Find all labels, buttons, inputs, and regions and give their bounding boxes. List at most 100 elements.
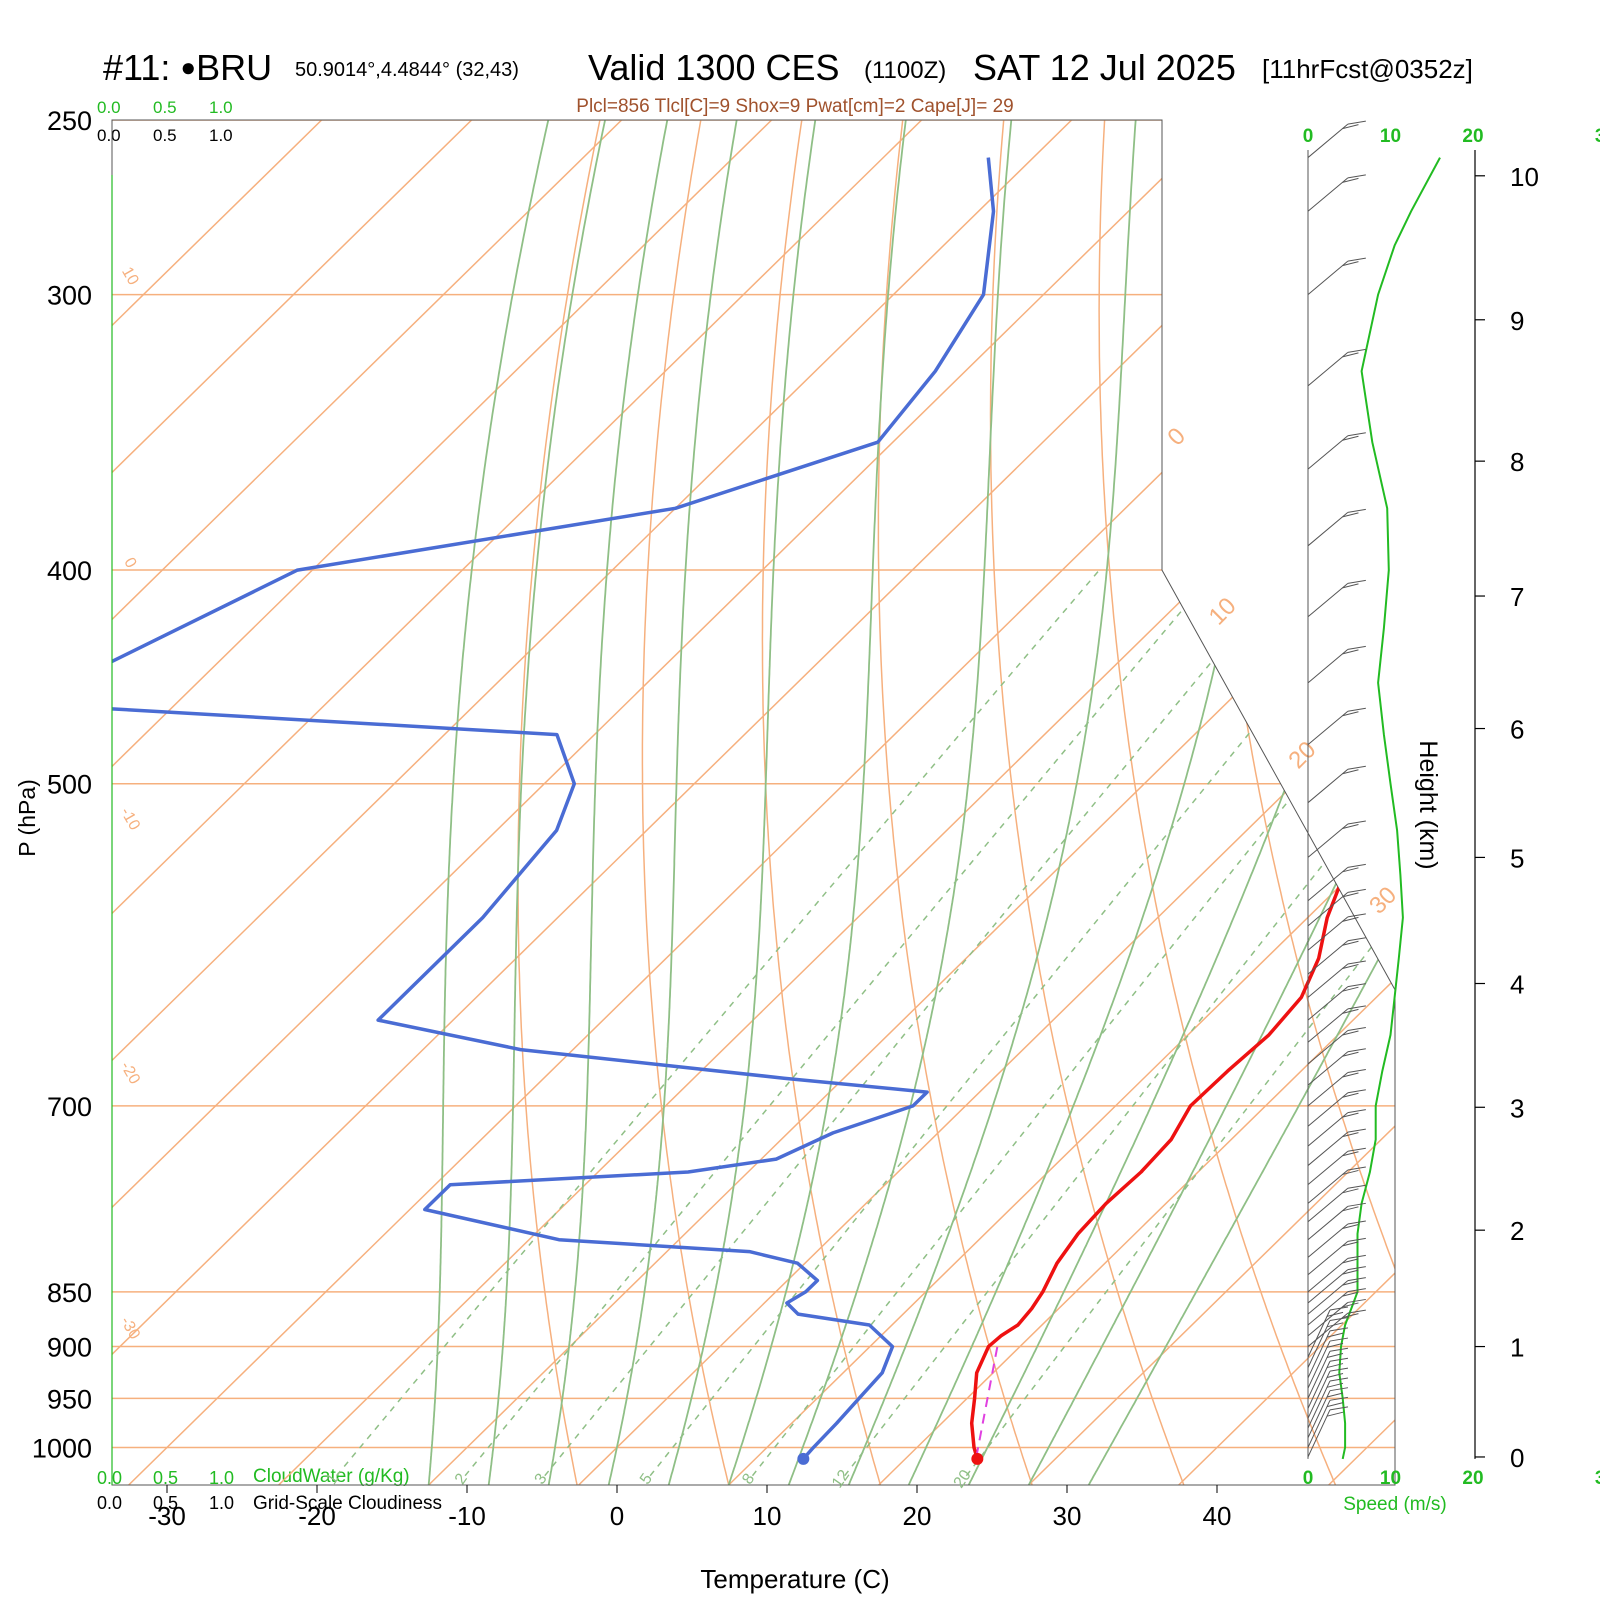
dry-adiabat-line — [641, 120, 730, 1485]
wind-barb-staff — [1307, 1350, 1331, 1399]
wind-barb-flag — [1342, 124, 1359, 130]
wind-barb — [1307, 1277, 1366, 1315]
wind-barb-flag — [1342, 916, 1359, 922]
bottom-legend-black-1: 0.5 — [153, 1493, 178, 1513]
wind-barb-staff — [1307, 512, 1349, 547]
dry-adiabat-line — [517, 120, 601, 1485]
wind-barb-flag — [1329, 1337, 1349, 1342]
height-tick-label: 3 — [1510, 1093, 1524, 1123]
temperature-tick-label: -20 — [298, 1501, 336, 1531]
top-legend-black-1: 0.5 — [153, 126, 177, 145]
isotherm-line — [728, 120, 1395, 1485]
wind-barb-flag — [1347, 579, 1366, 584]
wind-barb-staff — [1307, 1291, 1349, 1326]
isotherm-label: -30 — [117, 1314, 143, 1343]
isotherm-line — [112, 120, 623, 1485]
forecast-info: [11hrFcst@0352z] — [1262, 54, 1473, 84]
wind-barb — [1307, 645, 1366, 684]
pressure-tick-label: 300 — [47, 281, 92, 311]
wind-barb — [1307, 1367, 1349, 1419]
wind-barb-flag — [1329, 1306, 1349, 1311]
wind-barb — [1307, 1005, 1366, 1043]
pressure-tick-label: 900 — [47, 1333, 92, 1363]
wind-barb-flag — [1347, 1202, 1366, 1207]
wind-barb-staff — [1307, 916, 1349, 951]
wind-barb — [1307, 1220, 1366, 1258]
height-axis-title: Height (km) — [1414, 740, 1442, 869]
isotherm-label: -10 — [117, 805, 143, 834]
wind-barb-flag — [1329, 1316, 1349, 1321]
wind-barb-flag — [1342, 1092, 1359, 1098]
wind-barb — [1307, 765, 1366, 804]
series-clip — [112, 157, 1395, 1461]
wind-speed-line — [1338, 157, 1441, 1460]
height-tick-label: 10 — [1510, 162, 1539, 192]
wind-barb-staff — [1307, 582, 1349, 618]
wind-barb-flag — [1342, 1132, 1359, 1138]
wind-barb-flag — [1342, 583, 1359, 589]
temperature-tick-label: 10 — [753, 1501, 782, 1531]
wind-barb-staff — [1307, 1112, 1349, 1147]
bottom-legend-black-2: 1.0 — [209, 1493, 234, 1513]
wind-barb-flag — [1347, 1237, 1366, 1242]
height-tick-label: 9 — [1510, 306, 1524, 336]
mixing-ratio-line — [649, 569, 1384, 1477]
temperature-tick-label: -10 — [448, 1501, 486, 1531]
wind-barb-staff — [1307, 177, 1349, 212]
wind-barb-flag — [1342, 177, 1359, 183]
bottom-legend-green-1: 0.5 — [153, 1468, 178, 1488]
wind-barb-flag — [1342, 867, 1359, 873]
wind-barb — [1307, 120, 1366, 158]
wind-barb-flag — [1342, 769, 1359, 775]
wind-barb — [1307, 1202, 1366, 1241]
wind-barb — [1307, 1406, 1349, 1458]
wind-barb-flag — [1326, 1392, 1344, 1398]
wind-barb — [1307, 257, 1366, 295]
wind-panel: 00101020203030 — [1303, 120, 1600, 1489]
wind-barb-flag — [1347, 1048, 1366, 1053]
wind-barb-flag — [1347, 820, 1366, 825]
wind-barb-staff — [1307, 1400, 1331, 1448]
top-legend-black-2: 1.0 — [209, 126, 233, 145]
wind-barb-flag — [1342, 986, 1359, 992]
mixing-ratio-label: 20 — [951, 1467, 975, 1491]
wind-barb-flag — [1326, 1311, 1344, 1317]
wind-barb-flag — [1347, 863, 1366, 868]
wind-barb-flag — [1347, 1147, 1366, 1152]
moist-adiabat-line — [727, 120, 907, 1485]
wind-top-tick-label: 10 — [1380, 126, 1401, 147]
wind-barb-flag — [1342, 261, 1359, 267]
wind-barb-flag — [1342, 649, 1359, 655]
height-tick-label: 5 — [1510, 843, 1524, 873]
wind-barb — [1307, 888, 1366, 927]
wind-barb — [1307, 707, 1366, 746]
wind-barb — [1307, 1237, 1366, 1276]
wind-bottom-tick-label: 0 — [1303, 1468, 1314, 1489]
wind-barb-flag — [1347, 1266, 1366, 1271]
wind-barb-flag — [1342, 1008, 1359, 1014]
wind-barb — [1307, 1377, 1349, 1429]
top-legend: 0.0 0.5 1.0 0.0 0.5 1.0 — [97, 98, 233, 145]
wind-barb-flag — [1342, 1030, 1359, 1036]
wind-barb — [1307, 1166, 1366, 1204]
wind-barb — [1307, 1089, 1366, 1127]
wind-barb — [1307, 1347, 1349, 1399]
wind-barb-flag — [1342, 1258, 1359, 1264]
dry-adiabat-line — [761, 120, 882, 1485]
mixing-ratio-label: 12 — [829, 1467, 853, 1491]
wind-barb-staff — [1307, 1370, 1331, 1419]
wind-barb-staff — [1307, 1187, 1349, 1223]
wind-barb — [1307, 348, 1366, 387]
wind-top-tick-label: 30 — [1595, 126, 1600, 147]
moist-adiabat-line — [547, 120, 669, 1485]
isotherm-line — [1178, 120, 1395, 1485]
wind-barb-flag — [1342, 1051, 1359, 1057]
wind-barb-flag — [1347, 1277, 1366, 1282]
wind-speed-title: Speed (m/s) — [1343, 1494, 1446, 1515]
wind-barb — [1307, 1288, 1366, 1326]
wind-barb-flag — [1342, 1241, 1359, 1247]
isotherm-line — [112, 120, 923, 1485]
forecast-date: SAT 12 Jul 2025 — [973, 47, 1236, 88]
x-axis-title: Temperature (C) — [700, 1564, 889, 1594]
wind-barb-flag — [1342, 1188, 1359, 1194]
